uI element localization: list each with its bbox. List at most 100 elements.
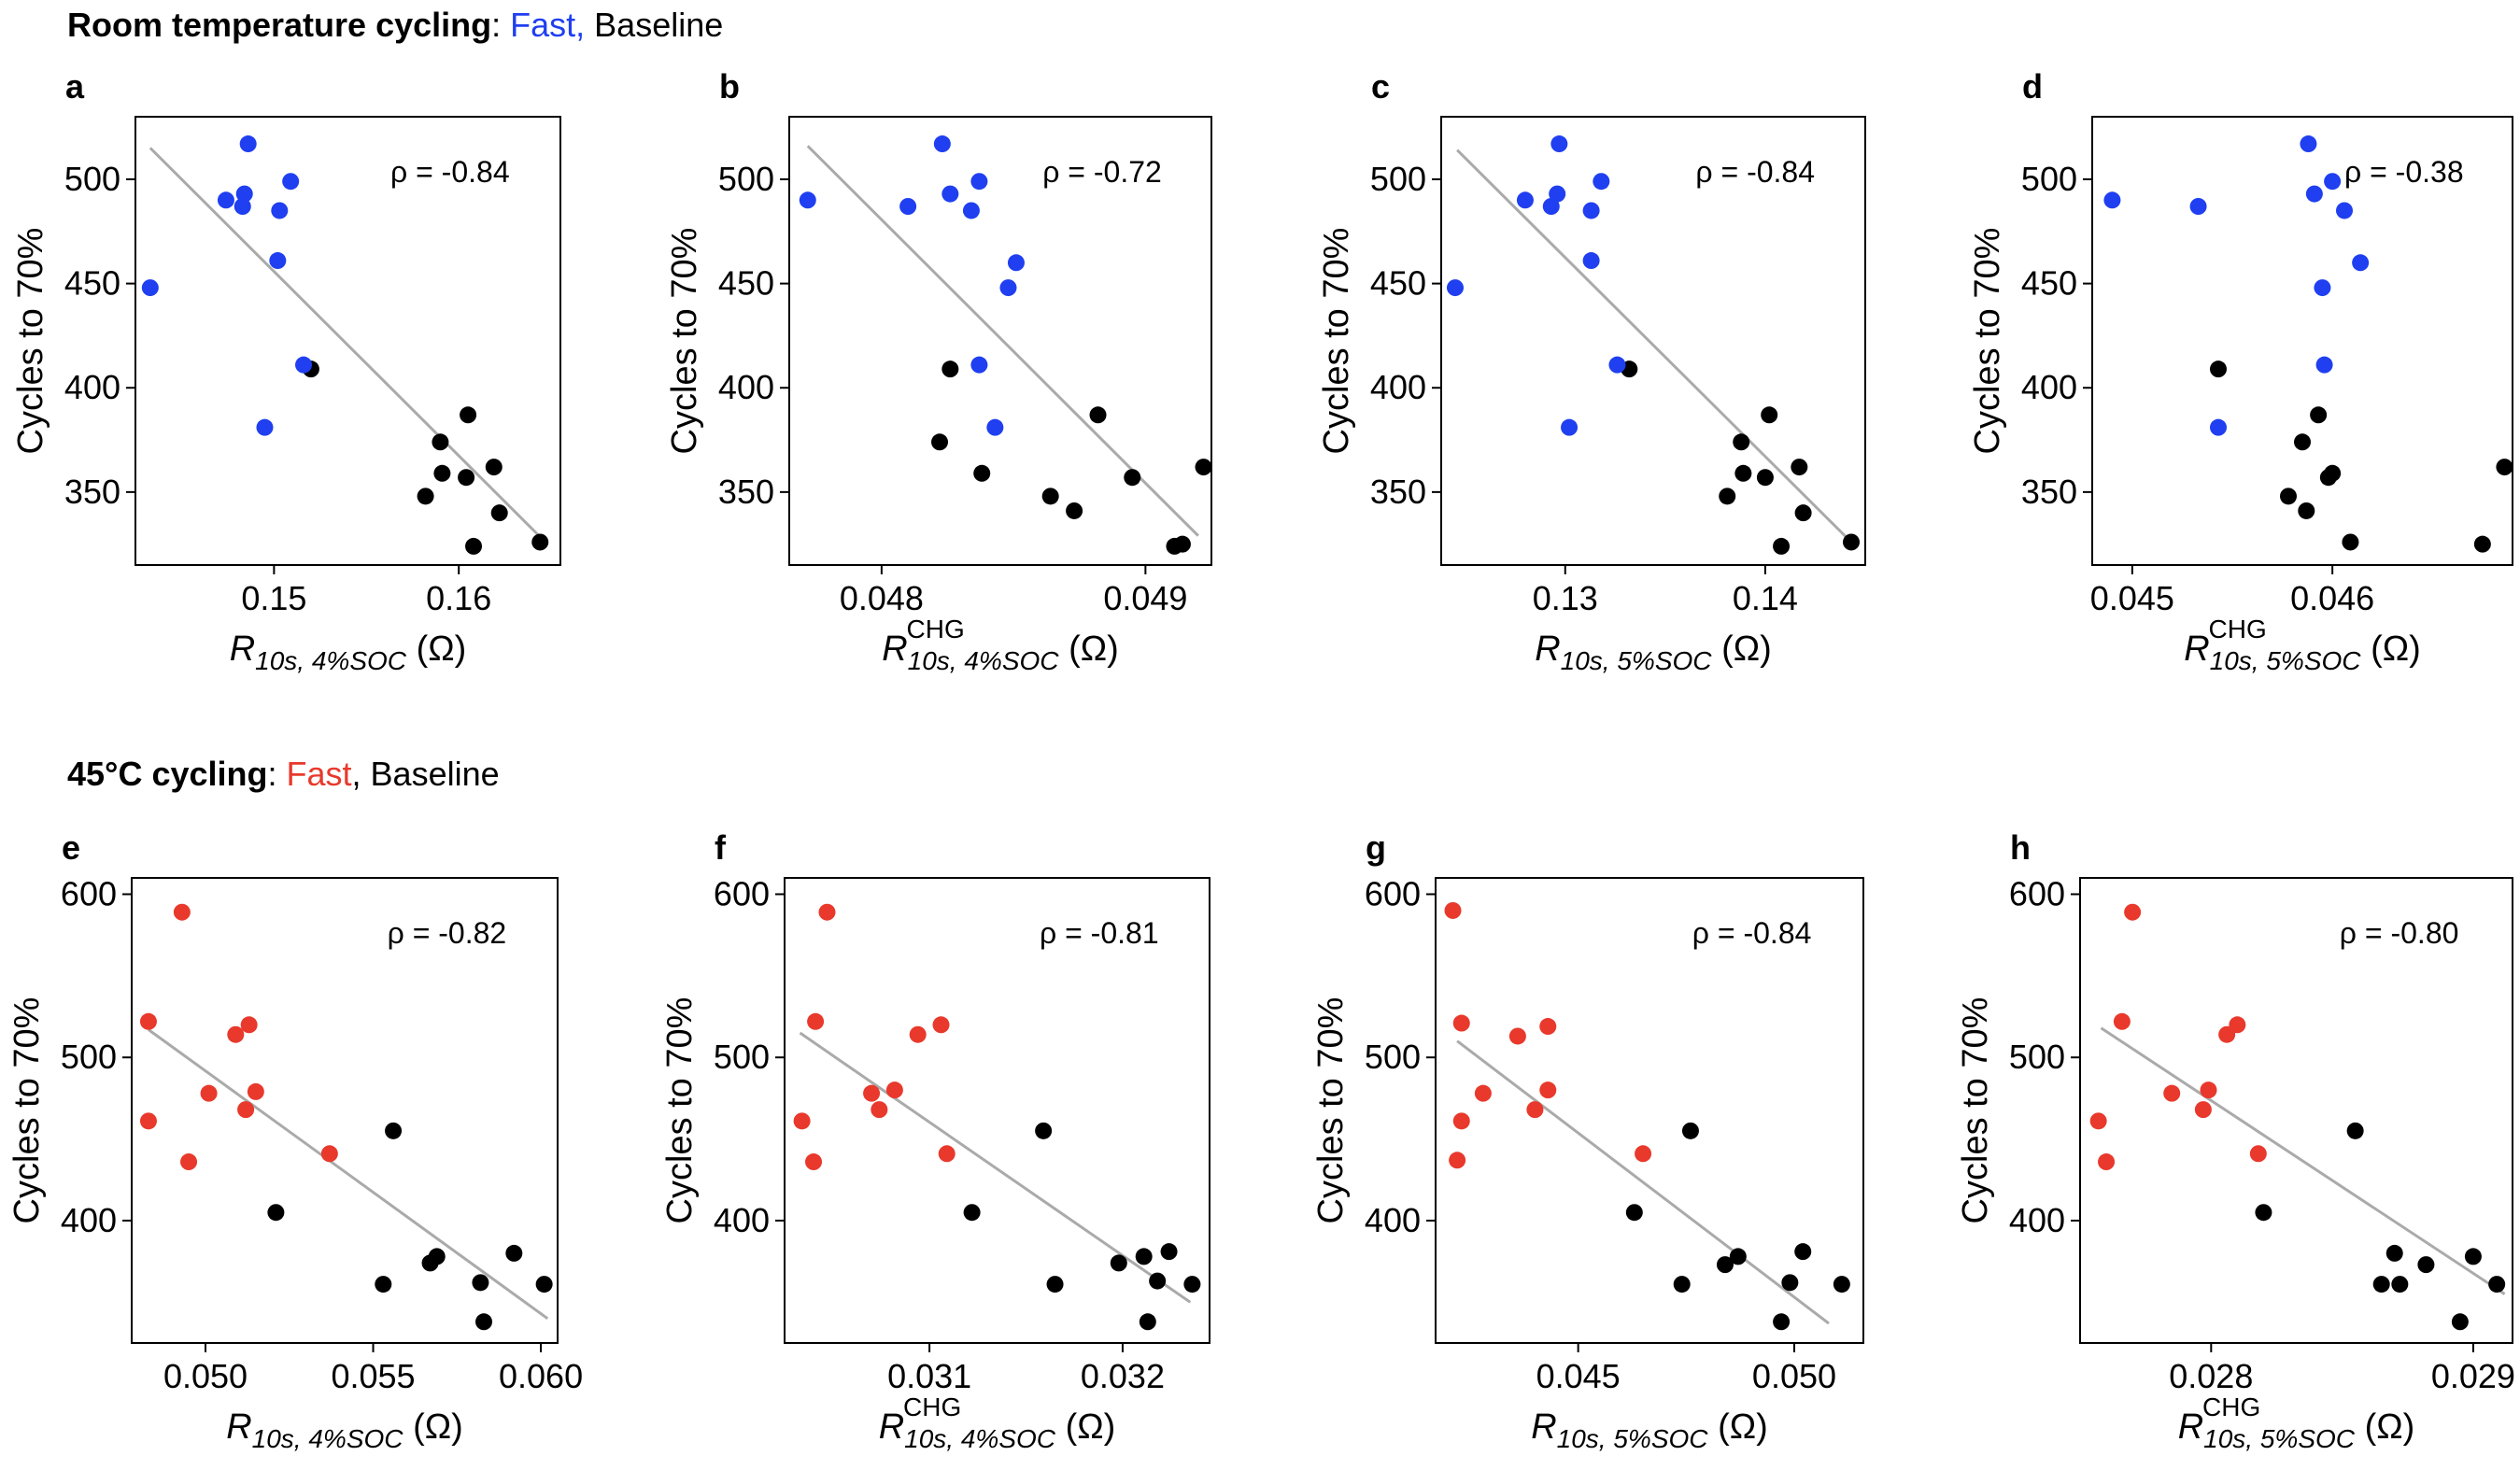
fast-point (320, 1145, 338, 1163)
correlation-label: ρ = -0.80 (2340, 916, 2459, 950)
fast-point (1474, 1084, 1492, 1102)
x-tick-label: 0.048 (840, 579, 924, 617)
x-axis-label-superscript: CHG (903, 1392, 961, 1421)
baseline-point (1173, 535, 1191, 553)
baseline-legend-label: , Baseline (351, 755, 500, 793)
y-tick-label: 600 (61, 874, 117, 912)
fast-point (1549, 185, 1566, 203)
correlation-label: ρ = -0.81 (1040, 916, 1159, 950)
baseline-point (1833, 1276, 1850, 1293)
baseline-point (490, 504, 508, 522)
baseline-point (1794, 504, 1812, 522)
baseline-point (1781, 1274, 1799, 1292)
baseline-point (1195, 459, 1212, 476)
correlation-label: ρ = -0.82 (388, 916, 507, 950)
fast-point (962, 202, 980, 219)
x-axis-label-unit: (Ω) (403, 1407, 463, 1447)
y-tick-label: 450 (2021, 264, 2077, 303)
panel-letter: c (1371, 67, 1390, 106)
x-axis-label-unit: (Ω) (2361, 629, 2421, 669)
y-axis-label: Cycles to 70% (1311, 997, 1351, 1224)
fast-point (180, 1153, 198, 1171)
fast-point (1582, 252, 1600, 270)
axes-frame (784, 877, 1210, 1344)
fast-point (234, 198, 251, 215)
panel-e: e 400 500 600 0.050 0.055 0.060 Cycles to 70% R1… (7, 828, 583, 1453)
fast-point (217, 191, 234, 209)
x-tick-label: 0.055 (331, 1357, 415, 1395)
fast-point (1452, 1014, 1470, 1032)
y-tick-label: 500 (2009, 1038, 2065, 1076)
y-axis-label: Cycles to 70% (7, 997, 47, 1224)
y-tick-label: 600 (714, 874, 770, 912)
fast-legend-label: Fast (286, 755, 352, 793)
x-tick-label: 0.15 (241, 579, 306, 617)
baseline-point (2346, 1122, 2364, 1139)
x-axis-label-unit: (Ω) (1059, 629, 1119, 669)
panel-f: f 400 500 600 0.031 0.032 Cycles to 70% R10s, 4… (660, 828, 1210, 1453)
baseline-point (1734, 464, 1752, 482)
panel-letter: e (62, 828, 80, 867)
fast-point (1444, 901, 1462, 919)
y-tick-label: 500 (2021, 160, 2077, 198)
panel-c: c 350 400 450 500 0.13 0.14 Cycles to 70% R10s, … (1317, 67, 1866, 675)
x-tick-label: 0.16 (426, 579, 491, 617)
panel-letter: g (1366, 828, 1386, 867)
fast-point (933, 135, 951, 153)
baseline-point (2210, 360, 2227, 378)
fast-legend-label: Fast, (510, 6, 586, 44)
axes-frame (134, 116, 561, 566)
fast-point (1635, 1145, 1652, 1163)
x-axis-label: R10s, 5%SOC (Ω) (2178, 1407, 2415, 1453)
baseline-point (1149, 1272, 1167, 1290)
fast-point (141, 279, 159, 297)
baseline-point (535, 1276, 553, 1293)
x-axis-label: R10s, 5%SOC (Ω) (1535, 629, 1772, 675)
baseline-point (2451, 1313, 2469, 1331)
baseline-point (1794, 1243, 1812, 1261)
fast-point (793, 1112, 811, 1130)
panel-h: h 400 500 600 0.028 0.029 Cycles to 70% R10s, 5… (1956, 828, 2515, 1453)
fit-line (799, 1031, 1192, 1304)
baseline-point (963, 1204, 981, 1222)
fast-point (239, 135, 257, 153)
x-axis-label-subscript: 10s, 5%SOC (1561, 646, 1713, 675)
panel-letter: f (715, 828, 727, 867)
x-axis-label-subscript: 10s, 5%SOC (2210, 646, 2362, 675)
fast-point (2336, 202, 2353, 219)
panel-letter: a (65, 67, 85, 106)
x-axis-label: R10s, 5%SOC (Ω) (2184, 629, 2421, 675)
fast-point (818, 903, 836, 921)
x-axis-label-symbol: R (879, 1407, 904, 1447)
fast-point (986, 418, 1004, 436)
fast-point (1007, 254, 1025, 272)
row-title-separator: : (267, 755, 287, 793)
row-title-45c: 45°C cycling: Fast, Baseline (67, 755, 500, 794)
fast-point (1539, 1018, 1557, 1036)
baseline-point (2496, 459, 2513, 476)
y-tick-label: 500 (714, 1038, 770, 1076)
baseline-point (1041, 488, 1059, 505)
fast-point (2352, 254, 2370, 272)
x-axis-label-subscript: 10s, 5%SOC (2203, 1424, 2356, 1453)
fast-point (271, 202, 289, 219)
baseline-point (1110, 1254, 1127, 1272)
y-tick-label: 400 (2009, 1201, 2065, 1239)
fit-line (148, 1028, 549, 1321)
x-tick-label: 0.046 (2290, 579, 2374, 617)
y-axis-label: Cycles to 70% (1317, 228, 1356, 455)
baseline-point (1035, 1122, 1053, 1139)
fast-point (1446, 279, 1464, 297)
fast-point (909, 1025, 927, 1043)
baseline-point (1773, 1313, 1791, 1331)
fast-point (139, 1012, 157, 1030)
y-tick-label: 600 (1365, 874, 1421, 912)
y-tick-label: 500 (64, 160, 120, 198)
baseline-point (1625, 1204, 1643, 1222)
x-axis-label-unit: (Ω) (1055, 1407, 1115, 1447)
fast-point (237, 1101, 255, 1119)
correlation-label: ρ = -0.84 (390, 155, 510, 189)
x-axis-label-unit: (Ω) (2355, 1407, 2414, 1447)
fast-point (2300, 135, 2317, 153)
